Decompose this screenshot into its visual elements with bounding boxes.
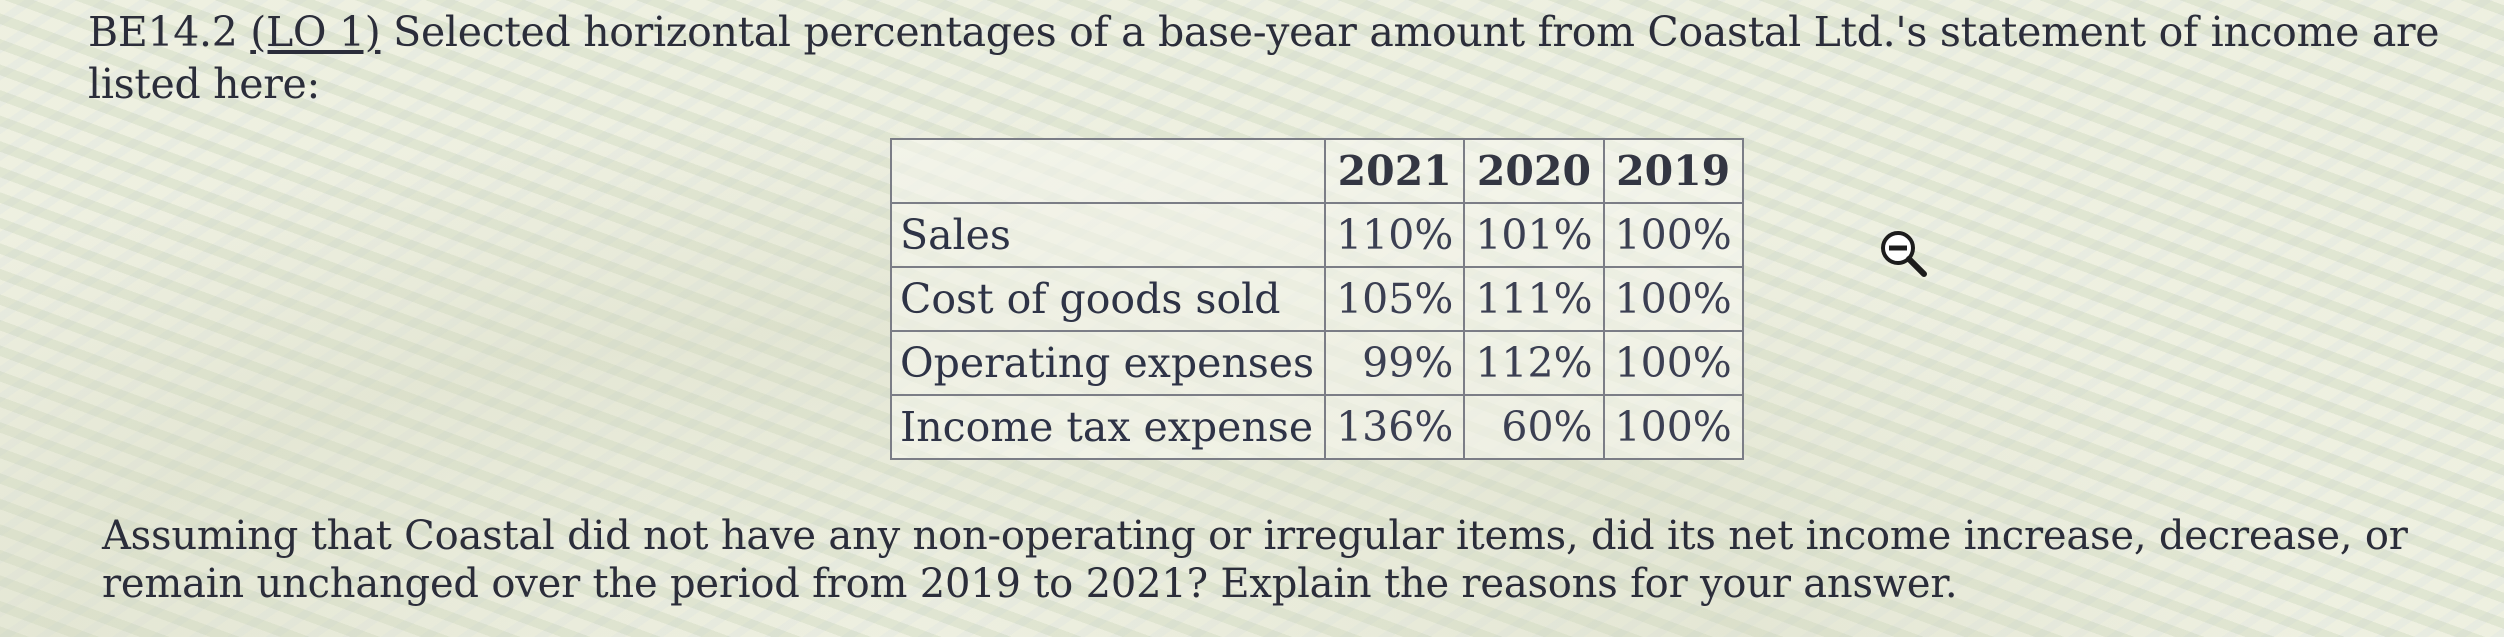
cell-value: 110% bbox=[1324, 202, 1466, 268]
cell-value: 99% bbox=[1324, 330, 1466, 396]
table-row-cost-of-goods-sold: Cost of goods sold 105% 111% 100% bbox=[889, 266, 1744, 332]
row-label: Sales bbox=[889, 202, 1327, 268]
cell-value: 111% bbox=[1463, 266, 1605, 332]
column-header-2019: 2019 bbox=[1602, 138, 1744, 204]
cell-value: 100% bbox=[1602, 394, 1744, 460]
cell-value: 60% bbox=[1463, 394, 1605, 460]
problem-code: BE14.2 bbox=[88, 8, 238, 56]
row-label: Income tax expense bbox=[889, 394, 1327, 460]
table-row-operating-expenses: Operating expenses 99% 112% 100% bbox=[889, 330, 1744, 396]
table-row-sales: Sales 110% 101% 100% bbox=[889, 202, 1744, 268]
row-label: Operating expenses bbox=[889, 330, 1327, 396]
table-row-income-tax-expense: Income tax expense 136% 60% 100% bbox=[889, 394, 1744, 460]
problem-header: BE14.2 (LO 1) Selected horizontal percen… bbox=[88, 6, 2468, 110]
question-text: Assuming that Coastal did not have any n… bbox=[102, 513, 2408, 607]
cell-value: 112% bbox=[1463, 330, 1605, 396]
zoom-out-icon bbox=[1878, 228, 1930, 280]
column-header-2021: 2021 bbox=[1324, 138, 1466, 204]
cell-value: 101% bbox=[1463, 202, 1605, 268]
cell-value: 100% bbox=[1602, 202, 1744, 268]
problem-statement: Selected horizontal percentages of a bas… bbox=[88, 8, 2440, 108]
cell-value: 100% bbox=[1602, 330, 1744, 396]
table-corner-cell bbox=[889, 138, 1327, 204]
column-header-2020: 2020 bbox=[1463, 138, 1605, 204]
row-label: Cost of goods sold bbox=[889, 266, 1327, 332]
cell-value: 136% bbox=[1324, 394, 1466, 460]
cell-value: 105% bbox=[1324, 266, 1466, 332]
cell-value: 100% bbox=[1602, 266, 1744, 332]
learning-objective-link[interactable]: (LO 1) bbox=[250, 8, 381, 56]
table-header-row: 2021 2020 2019 bbox=[889, 138, 1744, 204]
horizontal-percentages-table: 2021 2020 2019 Sales 110% 101% 100% Cost… bbox=[889, 138, 1744, 460]
